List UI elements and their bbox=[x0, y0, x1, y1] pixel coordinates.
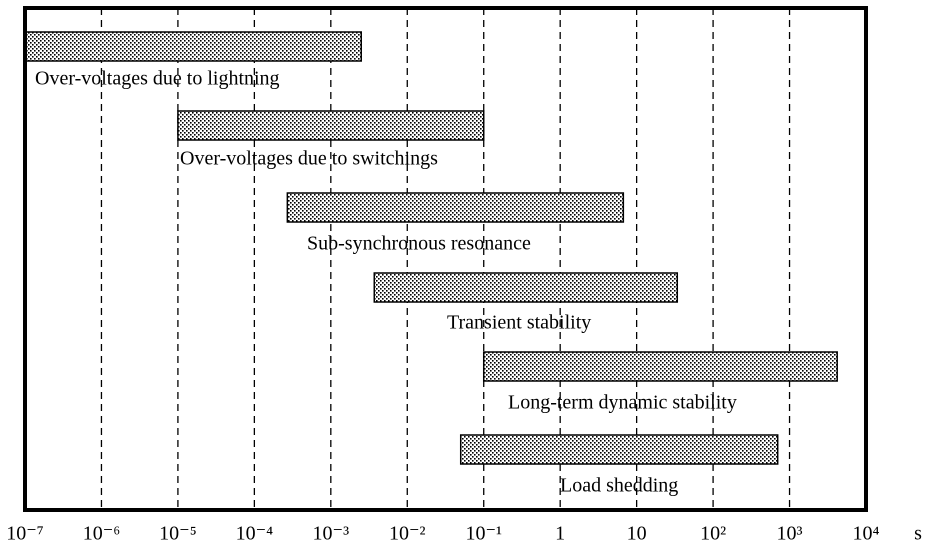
frame bbox=[23, 6, 868, 512]
x-tick-label: 10⁻³ bbox=[313, 523, 350, 545]
bar bbox=[24, 31, 362, 62]
bar bbox=[177, 110, 485, 141]
bar-label: Transient stability bbox=[447, 312, 591, 334]
bar-label: Over-voltages due to lightning bbox=[35, 68, 280, 90]
x-tick-label: 10² bbox=[700, 523, 726, 545]
bar-label: Sub-synchronous resonance bbox=[307, 233, 531, 255]
x-tick-label: 10⁴ bbox=[853, 523, 880, 545]
bar bbox=[373, 272, 679, 303]
x-tick-label: 10 bbox=[627, 523, 647, 545]
x-tick-label: 10⁻¹ bbox=[465, 523, 502, 545]
bar bbox=[286, 192, 625, 223]
bar-label: Load shedding bbox=[560, 475, 678, 497]
bar-label: Long-term dynamic stability bbox=[508, 392, 737, 414]
x-tick-label: 10⁻² bbox=[389, 523, 426, 545]
bar-label: Over-voltages due to switchings bbox=[180, 148, 438, 170]
x-tick-label: 10³ bbox=[777, 523, 803, 545]
x-tick-label: 1 bbox=[555, 523, 565, 545]
x-tick-label: 10⁻⁴ bbox=[236, 523, 274, 545]
x-tick-label: 10⁻⁶ bbox=[83, 523, 121, 545]
bar bbox=[459, 434, 779, 465]
x-tick-label: 10⁻⁷ bbox=[6, 523, 44, 545]
bar bbox=[482, 351, 838, 382]
x-unit: s bbox=[914, 523, 922, 545]
x-tick-label: 10⁻⁵ bbox=[159, 523, 197, 545]
